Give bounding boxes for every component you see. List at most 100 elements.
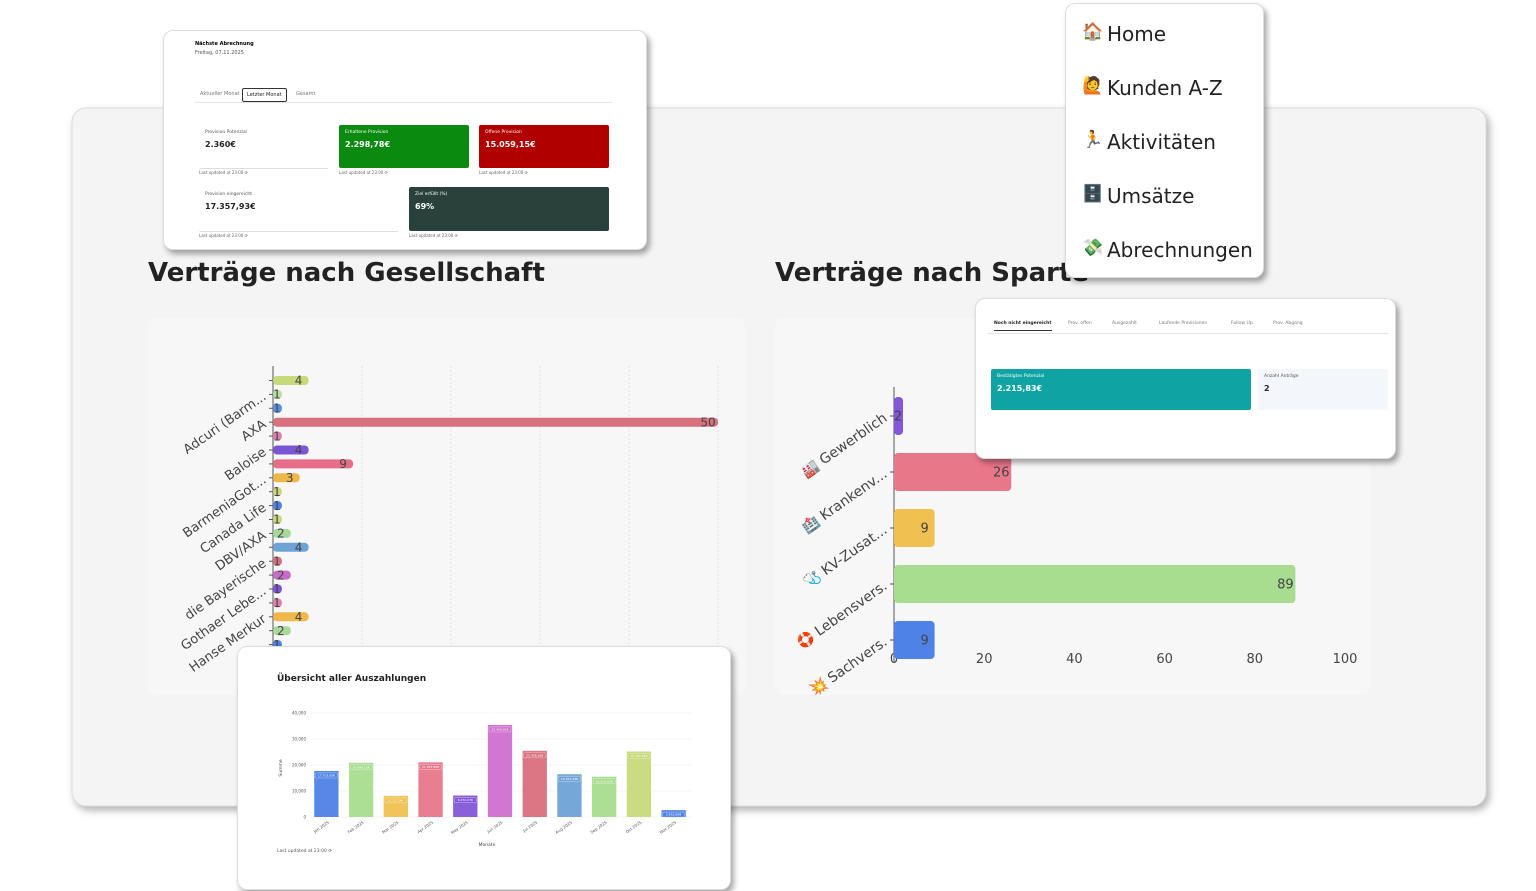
value-label: 20.844,12€ xyxy=(352,765,369,769)
value-label: 1 xyxy=(273,582,281,596)
value-label: 1 xyxy=(273,402,281,416)
nav-icon: 💸 xyxy=(1082,238,1104,258)
bar xyxy=(273,556,282,566)
value-label-bg xyxy=(662,811,685,818)
stat-box xyxy=(199,125,329,169)
value-label-bg xyxy=(558,776,581,782)
value-label: 8.270,27€ xyxy=(458,798,473,802)
nav-icon: 🏃 xyxy=(1082,130,1104,150)
tab: Prov. Abgang xyxy=(1273,321,1303,326)
value-label: 16.453,28€ xyxy=(561,777,578,781)
x-tick-label: Feb 2025 xyxy=(347,819,365,834)
nav-icon: 🗄️ xyxy=(1082,184,1104,204)
stat-box xyxy=(199,187,399,232)
stat-box xyxy=(1258,369,1388,410)
footer: Last updated at 23:00 ⟳ xyxy=(277,848,332,854)
x-tick-label: Mar 2025 xyxy=(381,819,400,834)
value-label: 89 xyxy=(1277,578,1294,593)
tab: Laufende Provisionen xyxy=(1159,321,1208,326)
stat-box xyxy=(409,187,609,231)
nav-item: Umsätze xyxy=(1107,184,1195,208)
value-label: 1 xyxy=(273,513,281,527)
x-tick-label: Jan 2025 xyxy=(312,819,330,834)
value-label: 26 xyxy=(993,466,1010,481)
stat-label: Anzahl Anträge xyxy=(1264,374,1299,379)
x-tick-label: Oct 2025 xyxy=(625,819,643,834)
tab: Follow Up xyxy=(1231,321,1253,326)
value-label: 8.122,34€ xyxy=(388,798,403,802)
y-axis-label: Summe xyxy=(278,759,284,776)
bar xyxy=(894,509,935,547)
x-tick-label: 60 xyxy=(1156,652,1173,667)
value-label: 4 xyxy=(295,443,303,457)
value-label: 1 xyxy=(273,638,281,652)
x-tick-label: 100 xyxy=(1333,652,1358,667)
chart-box xyxy=(148,318,745,695)
value-label: 15.518,61€ xyxy=(596,779,613,783)
bar xyxy=(273,445,309,455)
chart-title: Übersicht aller Auszahlungen xyxy=(277,673,426,684)
tab: Ausgezahlt xyxy=(1112,321,1137,326)
y-tick-label: 30,000 xyxy=(292,736,306,741)
chart-title: Verträge nach Gesellschaft xyxy=(148,258,545,288)
value-label: 3 xyxy=(286,471,294,485)
bar xyxy=(273,612,309,622)
value-label-bg xyxy=(384,797,407,804)
stat-updated: Last updated at 23:00 ⟳ xyxy=(199,233,248,238)
value-label: 1 xyxy=(273,388,281,402)
value-label: 9 xyxy=(920,522,928,537)
value-label-bg xyxy=(419,764,442,770)
tab: Aktueller Monat xyxy=(200,91,240,97)
bar xyxy=(522,750,547,817)
stat-updated: Last updated at 23:00 ⟳ xyxy=(479,170,528,175)
x-tick-label: 80 xyxy=(1247,652,1264,667)
stat-value: 69% xyxy=(415,202,435,211)
stat-label: Ziel erfüllt (%) xyxy=(415,192,448,197)
nav-icon: 🏠 xyxy=(1082,22,1104,42)
bar xyxy=(626,751,652,817)
stat-value: 2.360€ xyxy=(205,140,236,149)
nav-item: Home xyxy=(1107,22,1167,46)
bar xyxy=(273,515,282,524)
value-label: 1 xyxy=(273,596,281,610)
payout-card: Übersicht aller Auszahlungen Monate Summ… xyxy=(237,646,731,890)
x-tick-label: Aug 2025 xyxy=(554,819,573,834)
stat-value: 2.298,78€ xyxy=(345,140,391,149)
nav-item: Kunden A-Z xyxy=(1107,76,1223,100)
bar xyxy=(273,417,718,427)
stat-label: Provision eingereicht xyxy=(205,192,253,197)
value-label: 2 xyxy=(277,624,285,638)
bar xyxy=(894,565,1296,603)
bar xyxy=(348,762,374,817)
bar xyxy=(273,473,300,483)
value-label-bg xyxy=(523,752,546,758)
value-label: 4 xyxy=(295,541,303,555)
bar xyxy=(273,542,309,552)
nav-icon: 🙋 xyxy=(1082,76,1104,96)
stat-box xyxy=(479,125,609,168)
bar xyxy=(273,376,309,385)
status-card: Noch nicht eingereicht Prov. offen Ausgeza… xyxy=(975,298,1396,459)
value-label: 2.652,65€ xyxy=(666,813,681,817)
bar xyxy=(273,626,291,636)
value-label: 2 xyxy=(277,527,285,541)
stat-value: 2 xyxy=(1264,384,1270,393)
value-label: 2 xyxy=(277,568,285,582)
bar xyxy=(273,501,282,511)
x-tick-label: Sep 2025 xyxy=(589,819,608,834)
stat-value: 15.059,15€ xyxy=(485,140,536,149)
bar xyxy=(894,397,904,435)
summary-card: Nächste Abrechnung Freitag, 07.11.2025 A… xyxy=(163,30,647,250)
nav-menu: 🏠 Home 🙋 Kunden A-Z 🏃 Aktivitäten 🗄️ Umsätze 💸 Ab… xyxy=(1065,3,1264,278)
stat-value: 2.215,83€ xyxy=(997,384,1043,393)
value-label: 1 xyxy=(273,554,281,568)
stat-label: Offene Provision xyxy=(485,130,522,135)
x-tick-label: Apr 2025 xyxy=(416,819,434,834)
stat-label: Erhaltene Provision xyxy=(345,130,389,135)
nav-item: Abrechnungen xyxy=(1107,238,1253,262)
value-label: 35.409,81€ xyxy=(491,728,508,732)
stat-label: Bestätigtes Potenzial xyxy=(997,374,1045,379)
bar xyxy=(894,453,1012,491)
x-tick-label: 20 xyxy=(976,652,993,667)
